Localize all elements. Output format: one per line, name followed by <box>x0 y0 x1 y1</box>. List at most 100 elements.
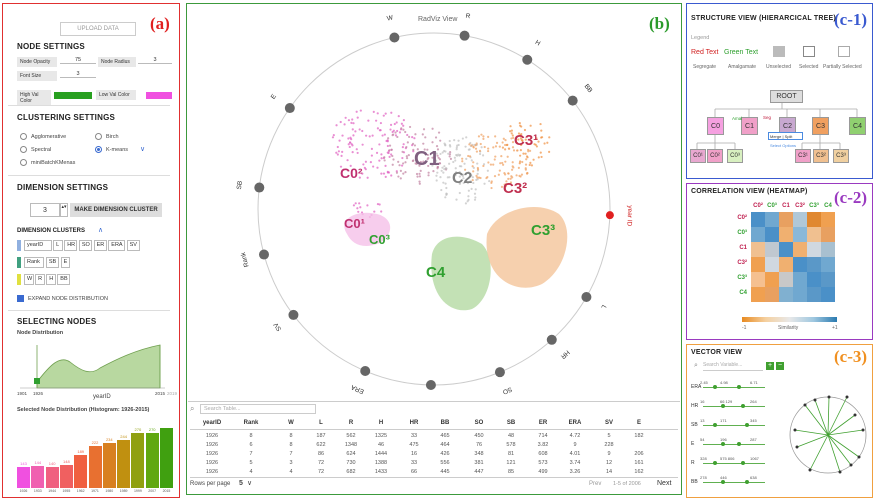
data-point[interactable] <box>461 157 464 160</box>
node-opacity-input[interactable]: 75 <box>60 57 96 64</box>
data-point[interactable] <box>397 175 400 178</box>
data-point[interactable] <box>498 169 501 172</box>
data-point[interactable] <box>439 176 442 179</box>
slider-handle[interactable] <box>721 480 725 484</box>
data-point[interactable] <box>448 139 451 143</box>
data-point[interactable] <box>339 120 342 124</box>
histogram-bar[interactable] <box>131 433 145 488</box>
heatmap-cell[interactable] <box>779 242 793 257</box>
data-point[interactable] <box>398 131 402 134</box>
data-point[interactable] <box>435 144 439 148</box>
cluster-label[interactable]: C1 <box>414 148 440 170</box>
data-point[interactable] <box>474 196 477 199</box>
data-point[interactable] <box>435 159 438 162</box>
data-point[interactable] <box>470 144 473 147</box>
data-point[interactable] <box>427 171 430 174</box>
slider-handle[interactable] <box>745 423 749 427</box>
data-point[interactable] <box>332 134 335 137</box>
histogram-bar[interactable] <box>88 445 102 488</box>
data-point[interactable] <box>436 165 440 169</box>
data-point[interactable] <box>348 141 352 144</box>
table-header[interactable]: L <box>319 420 323 426</box>
chevron-down-icon[interactable]: ∨ <box>140 146 146 153</box>
data-point[interactable] <box>390 148 393 151</box>
heatmap-cell[interactable] <box>821 272 835 287</box>
tree-node[interactable]: C3² <box>813 149 829 163</box>
heatmap-cell[interactable] <box>779 212 793 227</box>
data-point[interactable] <box>475 142 478 145</box>
data-point[interactable] <box>445 186 448 190</box>
data-point[interactable] <box>501 161 504 165</box>
data-point[interactable] <box>519 137 522 140</box>
data-point[interactable] <box>505 143 508 147</box>
data-point[interactable] <box>509 130 512 133</box>
data-point[interactable] <box>422 128 426 131</box>
data-point[interactable] <box>388 144 392 147</box>
data-point[interactable] <box>436 154 439 157</box>
data-point[interactable] <box>455 171 458 174</box>
data-point[interactable] <box>465 136 468 139</box>
data-point[interactable] <box>361 143 364 146</box>
cluster-label[interactable]: C0² <box>340 165 363 181</box>
data-point[interactable] <box>351 128 354 131</box>
data-point[interactable] <box>368 135 371 138</box>
data-point[interactable] <box>350 121 353 124</box>
heatmap-cell[interactable] <box>751 212 765 227</box>
data-point[interactable] <box>366 176 369 179</box>
data-point[interactable] <box>519 143 523 146</box>
data-point[interactable] <box>520 173 524 176</box>
data-point[interactable] <box>470 174 473 177</box>
rows-per-page-select[interactable]: 5 <box>239 480 243 487</box>
data-point[interactable] <box>467 154 470 158</box>
data-point[interactable] <box>504 143 507 147</box>
data-point[interactable] <box>548 136 551 139</box>
data-point[interactable] <box>405 145 408 149</box>
data-point[interactable] <box>510 132 513 135</box>
data-point[interactable] <box>462 177 465 180</box>
slider-track[interactable] <box>703 444 765 445</box>
data-point[interactable] <box>364 168 367 171</box>
data-point[interactable] <box>448 144 452 147</box>
data-point[interactable] <box>483 182 486 185</box>
data-point[interactable] <box>524 138 527 141</box>
data-point[interactable] <box>494 135 497 138</box>
data-point[interactable] <box>378 203 381 206</box>
heatmap-cell[interactable] <box>751 287 765 302</box>
data-point[interactable] <box>356 151 359 155</box>
dimension-count-input[interactable]: 3 <box>30 203 60 217</box>
data-point[interactable] <box>445 193 448 196</box>
data-point[interactable] <box>455 198 458 201</box>
data-point[interactable] <box>426 153 429 157</box>
heatmap-cell[interactable] <box>779 287 793 302</box>
data-point[interactable] <box>435 179 438 182</box>
data-point[interactable] <box>501 146 505 149</box>
data-point[interactable] <box>416 148 419 151</box>
data-point[interactable] <box>510 129 513 132</box>
data-point[interactable] <box>384 175 387 178</box>
anchor-node[interactable] <box>425 379 436 390</box>
heatmap-cell[interactable] <box>751 272 765 287</box>
table-header[interactable]: ER <box>538 420 548 426</box>
data-point[interactable] <box>467 198 470 201</box>
data-point[interactable] <box>444 196 447 199</box>
data-point[interactable] <box>468 155 472 158</box>
data-point[interactable] <box>426 158 429 161</box>
data-point[interactable] <box>453 156 456 159</box>
data-point[interactable] <box>412 148 415 151</box>
heatmap-cell[interactable] <box>793 287 807 302</box>
table-header[interactable]: SB <box>506 420 516 426</box>
histogram-bar[interactable] <box>59 465 73 488</box>
data-point[interactable] <box>535 145 538 148</box>
data-point[interactable] <box>540 129 543 132</box>
data-point[interactable] <box>453 139 456 142</box>
dimension-chip[interactable]: ERA <box>108 240 126 251</box>
data-point[interactable] <box>367 119 370 122</box>
table-header[interactable]: HR <box>409 420 419 426</box>
anchor-node[interactable] <box>254 182 265 193</box>
data-point[interactable] <box>517 138 520 141</box>
data-point[interactable] <box>355 148 358 151</box>
data-point[interactable] <box>510 137 513 140</box>
data-point[interactable] <box>472 170 475 173</box>
data-point[interactable] <box>530 164 534 167</box>
heatmap-cell[interactable] <box>779 227 793 242</box>
